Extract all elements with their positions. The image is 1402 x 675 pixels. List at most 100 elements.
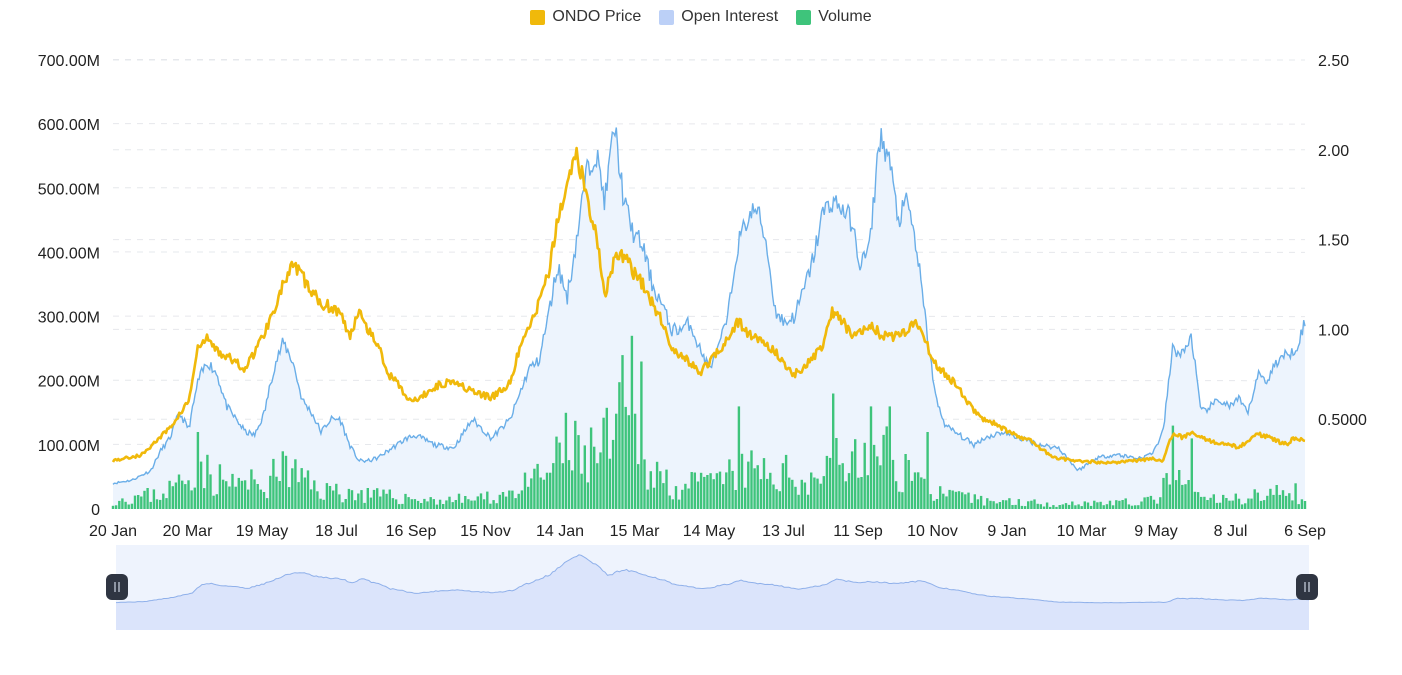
- volume-bar: [407, 497, 410, 509]
- price-series: [111, 146, 1306, 465]
- x-tick-label: 20 Jan: [89, 523, 137, 540]
- volume-bar: [448, 496, 451, 509]
- volume-bar: [143, 490, 146, 509]
- volume-bar: [1005, 500, 1008, 509]
- volume-bar: [596, 463, 599, 509]
- y-right-tick-label: 2.00: [1318, 143, 1349, 160]
- volume-bar: [1171, 425, 1175, 509]
- volume-bar: [121, 498, 124, 509]
- x-tick-label: 13 Jul: [762, 523, 805, 540]
- volume-bar: [420, 503, 423, 509]
- volume-bar: [489, 503, 492, 509]
- volume-bar: [586, 482, 590, 509]
- volume-bar: [794, 486, 797, 509]
- y-right-tick-label: 1.50: [1318, 233, 1349, 250]
- volume-bar: [385, 493, 388, 509]
- volume-bar: [838, 464, 841, 509]
- volume-bar: [1008, 498, 1011, 509]
- volume-bar: [250, 469, 253, 509]
- volume-bar: [1190, 438, 1193, 509]
- volume-bar: [111, 505, 115, 509]
- navigator-handle-right[interactable]: [1296, 574, 1318, 600]
- volume-bar: [1064, 503, 1068, 509]
- volume-bar: [775, 489, 778, 509]
- volume-bar: [388, 489, 391, 509]
- volume-bar: [187, 480, 190, 509]
- y-left-tick-label: 400.00M: [38, 245, 100, 262]
- volume-bar: [1303, 501, 1307, 509]
- volume-bar: [605, 407, 608, 509]
- x-tick-label: 11 Sep: [833, 523, 883, 540]
- handle-grip: [1296, 574, 1318, 600]
- volume-bar: [806, 494, 810, 509]
- volume-bar: [174, 482, 178, 509]
- legend-item-volume[interactable]: Volume: [796, 8, 872, 26]
- volume-bar: [1215, 502, 1219, 509]
- volume-bar: [725, 472, 728, 509]
- volume-bar: [1300, 499, 1304, 509]
- volume-bar: [712, 479, 715, 509]
- volume-bar: [492, 500, 495, 509]
- volume-bar: [1130, 505, 1134, 509]
- volume-bar: [124, 501, 127, 509]
- volume-bar: [772, 484, 775, 509]
- volume-bar: [995, 503, 998, 509]
- volume-bar: [1143, 497, 1146, 509]
- volume-bar: [376, 488, 379, 509]
- volume-bar: [734, 490, 737, 509]
- y-left-tick-label: 700.00M: [38, 53, 100, 70]
- volume-bar: [523, 472, 527, 509]
- volume-bar: [253, 479, 256, 509]
- volume-bar: [866, 475, 869, 509]
- volume-bar: [737, 406, 741, 509]
- volume-bar: [228, 486, 231, 509]
- volume-bar: [681, 489, 684, 509]
- price-line: [111, 146, 1306, 465]
- volume-bar: [1045, 502, 1049, 509]
- volume-bar: [309, 489, 313, 509]
- volume-bar: [577, 435, 580, 509]
- volume-bar: [212, 495, 215, 509]
- legend-item-open-interest[interactable]: Open Interest: [659, 8, 778, 26]
- volume-bar: [1247, 498, 1250, 509]
- navigator-line: [115, 554, 1310, 604]
- volume-bar: [1042, 506, 1046, 509]
- y-left-tick-label: 500.00M: [38, 181, 100, 198]
- volume-bar: [1297, 504, 1300, 509]
- volume-bar: [398, 504, 401, 509]
- volume-bar: [1049, 506, 1052, 509]
- volume-bar: [284, 455, 288, 509]
- x-tick-label: 9 Jan: [987, 523, 1026, 540]
- chart-legend: ONDO Price Open Interest Volume: [0, 8, 1402, 26]
- volume-bar: [615, 413, 618, 509]
- x-tick-label: 19 May: [236, 523, 288, 540]
- volume-bar: [885, 426, 888, 509]
- navigator-handle-left[interactable]: [106, 574, 128, 600]
- volume-bar: [511, 490, 514, 509]
- volume-bar: [1253, 489, 1256, 509]
- volume-bar: [193, 487, 196, 509]
- volume-bar: [891, 459, 895, 509]
- volume-bar: [1275, 485, 1278, 509]
- volume-bar: [602, 417, 605, 509]
- volume-bar: [574, 420, 577, 509]
- volume-bar: [722, 484, 725, 509]
- volume-bar: [910, 480, 914, 509]
- volume-bar: [1291, 500, 1294, 509]
- volume-bar: [1288, 493, 1291, 509]
- volume-bar: [1001, 500, 1005, 509]
- volume-bar: [1067, 504, 1071, 509]
- volume-bar: [1061, 504, 1064, 509]
- range-navigator[interactable]: [106, 545, 1318, 630]
- volume-bar: [347, 488, 351, 509]
- volume-bar: [756, 465, 759, 509]
- volume-bar: [822, 476, 825, 509]
- volume-bar: [155, 499, 159, 509]
- volume-bar: [184, 484, 187, 509]
- volume-bar: [1030, 500, 1033, 509]
- volume-bar: [593, 446, 596, 509]
- volume-bar: [791, 479, 794, 509]
- y-left-tick-label: 300.00M: [38, 310, 100, 327]
- volume-bar: [888, 406, 891, 509]
- legend-item-price[interactable]: ONDO Price: [530, 8, 641, 26]
